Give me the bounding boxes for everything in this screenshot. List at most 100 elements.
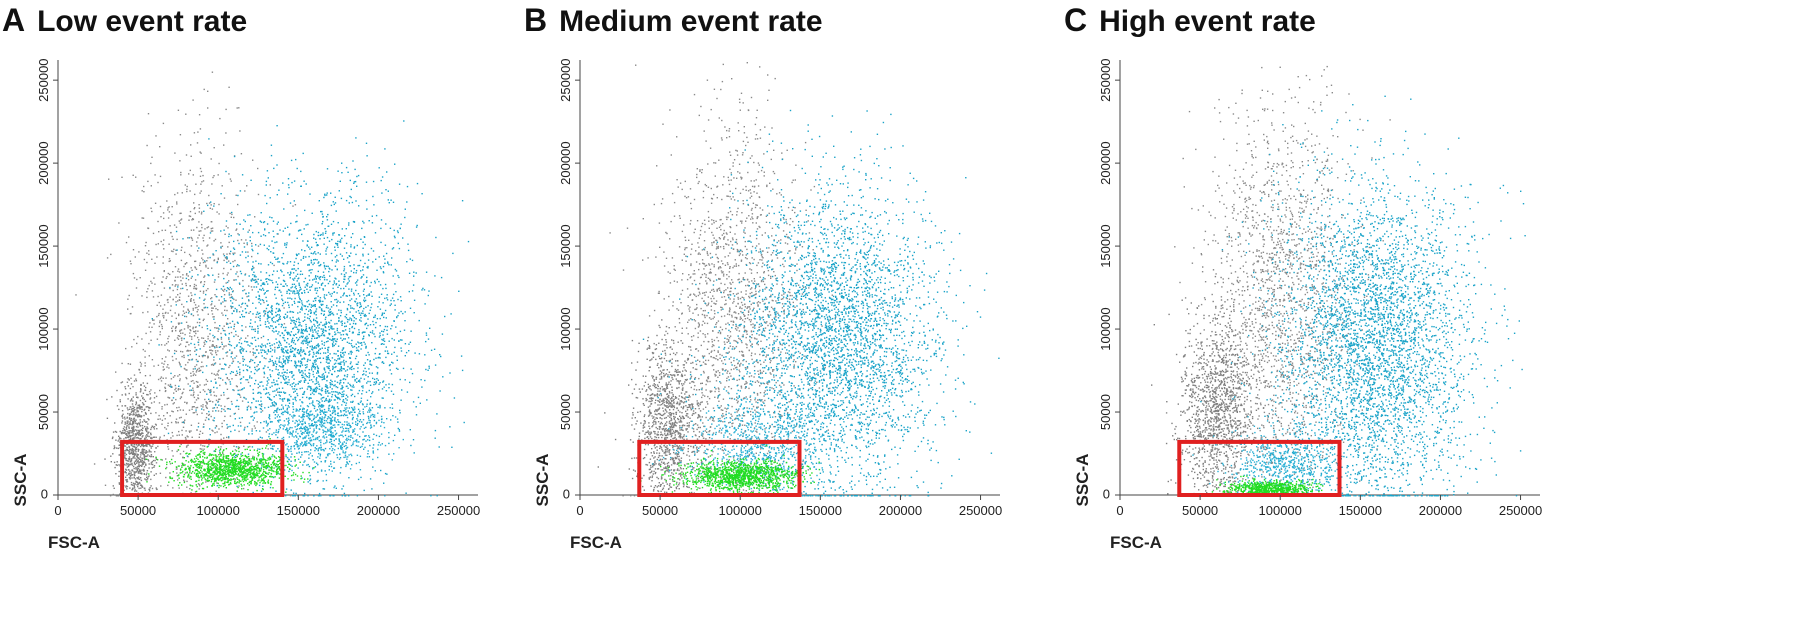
event-dot: [235, 405, 237, 408]
event-dot: [203, 234, 205, 237]
event-dot: [226, 256, 228, 258]
event-dot: [409, 429, 411, 431]
event-dot: [320, 406, 323, 408]
event-dot: [393, 229, 395, 232]
event-dot: [294, 396, 297, 399]
event-dot: [260, 349, 262, 351]
event-dot: [188, 253, 191, 256]
event-dot: [194, 193, 196, 196]
event-dot: [281, 350, 283, 352]
event-dot: [138, 476, 140, 478]
event-dot: [169, 383, 172, 386]
event-dot: [106, 398, 108, 401]
event-dot: [396, 355, 398, 357]
event-dot: [333, 467, 336, 469]
event-dot: [226, 274, 228, 276]
event-dot: [233, 347, 236, 349]
event-dot: [394, 304, 396, 306]
event-dot: [230, 300, 232, 302]
event-dot: [295, 333, 297, 335]
event-dot: [298, 415, 300, 417]
event-dot: [303, 180, 305, 182]
event-dot: [358, 346, 360, 348]
event-dot: [122, 417, 124, 419]
event-dot: [227, 318, 229, 320]
event-dot: [177, 388, 180, 390]
event-dot: [129, 260, 132, 262]
event-dot: [286, 341, 288, 344]
event-dot: [226, 355, 228, 357]
event-dot: [161, 358, 163, 360]
event-dot: [136, 342, 138, 345]
event-dot: [322, 289, 325, 291]
event-dot: [178, 323, 180, 325]
event-dot: [139, 456, 142, 458]
event-dot: [299, 311, 301, 313]
event-dot: [257, 278, 259, 280]
event-dot: [369, 285, 371, 287]
event-dot: [271, 349, 274, 351]
event-dot: [345, 166, 348, 169]
event-dot: [193, 202, 195, 204]
event-dot: [168, 385, 171, 387]
event-dot: [193, 406, 195, 408]
event-dot: [213, 318, 215, 320]
event-dot: [203, 423, 205, 425]
event-dot: [294, 323, 296, 325]
event-dot: [148, 488, 151, 491]
event-dot: [396, 332, 398, 335]
event-dot: [348, 407, 351, 409]
event-dot: [284, 313, 287, 315]
event-dot: [202, 319, 204, 322]
event-dot: [357, 349, 359, 351]
event-dot: [381, 330, 383, 332]
event-dot: [236, 311, 238, 313]
event-dot: [142, 348, 144, 351]
event-dot: [187, 354, 189, 357]
event-dot: [337, 362, 339, 365]
event-dot: [305, 451, 307, 453]
event-dot: [293, 300, 295, 303]
event-dot: [223, 298, 225, 300]
event-dot: [111, 437, 114, 440]
event-dot: [322, 282, 324, 284]
event-dot: [315, 281, 317, 283]
event-dot: [321, 343, 323, 345]
event-dot: [294, 326, 296, 328]
event-dot: [314, 359, 317, 361]
event-dot: [374, 316, 376, 318]
event-dot: [299, 387, 301, 390]
event-dot: [328, 465, 330, 467]
event-dot: [163, 315, 165, 317]
event-dot: [300, 288, 302, 290]
event-dot: [351, 326, 353, 329]
event-dot: [139, 405, 141, 408]
event-dot: [164, 404, 166, 406]
event-dot: [295, 365, 297, 368]
event-dot: [162, 243, 164, 246]
event-dot: [227, 272, 229, 274]
event-dot: [124, 423, 126, 425]
event-dot: [224, 381, 227, 384]
event-dot: [343, 330, 345, 332]
event-dot: [367, 267, 369, 269]
event-dot: [348, 222, 350, 224]
event-dot: [274, 256, 276, 258]
event-dot: [208, 138, 210, 140]
event-dot: [170, 232, 172, 234]
event-dot: [238, 485, 240, 487]
event-dot: [316, 409, 319, 411]
event-dot: [225, 383, 227, 385]
event-dot: [191, 219, 193, 221]
event-dot: [347, 396, 349, 398]
event-dot: [135, 176, 137, 178]
event-dot: [313, 390, 316, 392]
event-dot: [351, 201, 354, 204]
event-dot: [118, 408, 120, 411]
event-dot: [135, 481, 138, 483]
event-dot: [386, 299, 389, 301]
event-dot: [129, 430, 132, 432]
event-dot: [129, 422, 131, 425]
event-dot: [138, 431, 140, 433]
event-dot: [154, 202, 157, 204]
